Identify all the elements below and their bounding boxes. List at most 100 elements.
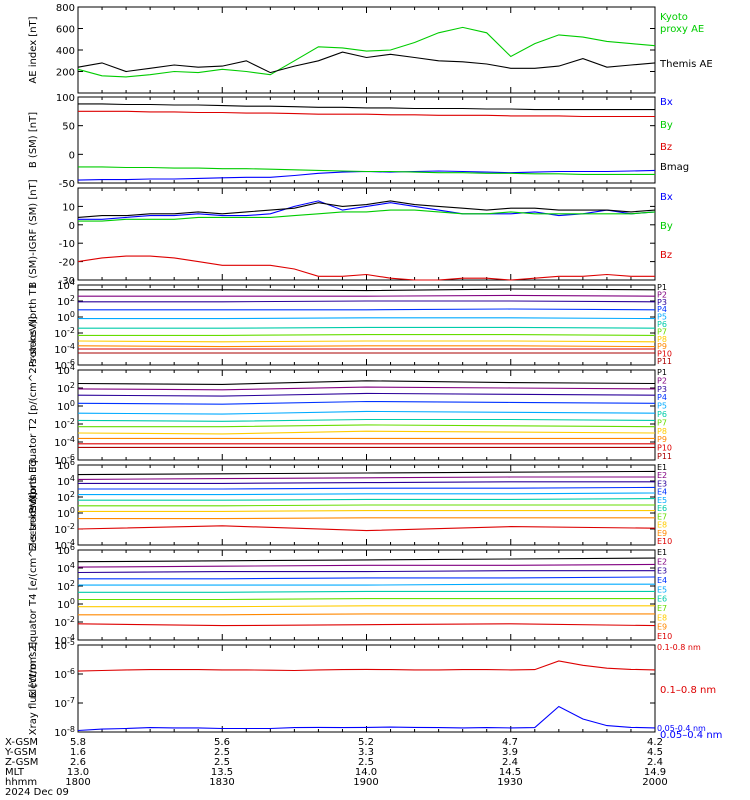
y-tick-label: 104 xyxy=(57,278,75,292)
footer-value: 4.2 xyxy=(647,737,663,748)
series-line-bx xyxy=(78,200,656,220)
y-tick-label: -10 xyxy=(59,239,75,250)
y-tick-label: 10-6 xyxy=(54,667,75,681)
legend-entry: E5 xyxy=(657,585,667,594)
y-tick-label: 104 xyxy=(57,561,75,575)
footer-value: 5.6 xyxy=(214,737,230,748)
y-tick-label: 10-6 xyxy=(54,453,75,467)
series-line-kyoto-proxy-ae xyxy=(77,26,656,78)
footer-row-label: MLT xyxy=(5,767,25,778)
y-tick-label: 106 xyxy=(57,458,75,472)
legend-entry: P6 xyxy=(657,320,667,329)
y-tick-label: -20 xyxy=(59,258,75,269)
footer-value: 1900 xyxy=(353,777,378,788)
y-tick-label: 102 xyxy=(57,294,75,308)
series-line-e9 xyxy=(78,517,655,520)
series-line-themis-ae xyxy=(77,51,656,74)
legend-entry: P11 xyxy=(657,452,672,461)
series-line-bmag xyxy=(77,200,656,218)
legend-label: By xyxy=(660,221,673,232)
legend-entry: E3 xyxy=(657,567,667,576)
footer-value: 2.5 xyxy=(358,757,374,768)
y-axis-label: B (SM)-IGRF (SM) [nT] xyxy=(28,179,39,288)
legend-entry: E8 xyxy=(657,613,667,622)
y-axis-label: Electrons North T3 xyxy=(28,458,39,551)
series-line-p2 xyxy=(77,386,656,391)
series-line-by xyxy=(78,166,655,175)
legend-label: Kyoto xyxy=(660,12,688,23)
legend-label: Bx xyxy=(660,192,673,203)
series-line-e5 xyxy=(78,492,656,496)
series-line-by xyxy=(78,209,656,222)
y-tick-label: 10-4 xyxy=(54,435,75,449)
series-line-p3 xyxy=(77,392,656,397)
footer-value: 5.2 xyxy=(358,737,374,748)
legend-label: Bmag xyxy=(660,162,689,173)
series-line-e7 xyxy=(78,598,655,601)
series-line-e5 xyxy=(78,583,655,586)
footer-value: 3.9 xyxy=(502,747,518,758)
footer-value: 1.6 xyxy=(70,747,86,758)
legend-entry: E5 xyxy=(657,496,667,505)
y-tick-label: 10-2 xyxy=(54,522,75,536)
series-line-e1 xyxy=(77,557,656,563)
panel-7: Electrons Equator T4 [e/(cm^2-s-sr-keV)]… xyxy=(28,492,672,698)
footer-value: 1930 xyxy=(497,777,522,788)
y-tick-label: 10-6 xyxy=(54,358,75,372)
legend-label: 0.05–0.4 nm xyxy=(660,730,722,741)
y-tick-label: 10-2 xyxy=(54,417,75,431)
legend-entry: E9 xyxy=(657,529,667,538)
series-line-p7 xyxy=(78,424,656,428)
legend-entry: P8 xyxy=(657,427,667,436)
footer-value: 2.4 xyxy=(647,757,663,768)
y-axis-label: Protons Equator T2 [p/(cm^2-s-sr-keV)] xyxy=(28,316,39,513)
panel-5: Protons Equator T2 [p/(cm^2-s-sr-keV)] P1… xyxy=(28,316,672,513)
legend-entry: P10 xyxy=(657,444,672,453)
series-line-e4 xyxy=(78,486,656,490)
legend-label: Bz xyxy=(660,142,672,153)
legend-entry: P4 xyxy=(657,393,667,402)
y-axis-label: Protons North T1 xyxy=(28,283,39,367)
legend-entry: P5 xyxy=(657,313,667,322)
legend-entry: P5 xyxy=(657,402,667,411)
y-tick-label: 100 xyxy=(57,506,75,520)
legend-label: Themis AE xyxy=(659,59,713,70)
y-tick-label: 600 xyxy=(56,25,75,36)
series-line-e10 xyxy=(77,623,656,627)
legend-label: Bz xyxy=(660,250,672,261)
legend-entry: P7 xyxy=(657,327,667,336)
series-line-e3 xyxy=(77,570,655,574)
legend-entry: E2 xyxy=(657,557,667,566)
y-axis-label: B (SM) [nT] xyxy=(28,112,39,168)
series-line-p2 xyxy=(78,294,656,297)
legend-entry: E6 xyxy=(657,504,667,513)
y-axis-label: AE index [nT] xyxy=(28,16,39,83)
y-tick-label: 10 xyxy=(62,202,75,213)
series-line-e2 xyxy=(77,476,655,480)
footer-value: 14.0 xyxy=(355,767,377,778)
series-line-e3 xyxy=(78,481,655,484)
series-line-p5 xyxy=(77,410,656,415)
series-line-0-05-0-4-nm xyxy=(77,705,656,732)
y-tick-label: 10-4 xyxy=(54,342,75,356)
series-line-p6 xyxy=(77,418,656,422)
legend-entry: E3 xyxy=(657,479,667,488)
y-tick-label: 10-2 xyxy=(54,615,75,629)
panel-frame xyxy=(77,644,656,733)
series-line-bz xyxy=(77,255,655,281)
series-line-bz xyxy=(78,110,655,118)
y-tick-label: 0 xyxy=(69,221,75,232)
series-line-p1 xyxy=(77,380,656,385)
y-axis-label: Electrons Equator T4 [e/(cm^2-s-sr-keV)] xyxy=(28,492,39,698)
legend-entry: P2 xyxy=(657,290,667,299)
footer-value: 2.6 xyxy=(70,757,86,768)
series-line-p5 xyxy=(78,317,656,320)
footer-row-label: X-GSM xyxy=(5,737,38,748)
legend-entry: E10 xyxy=(657,632,672,641)
legend-label: proxy AE xyxy=(660,24,704,35)
footer-value: 5.8 xyxy=(70,737,86,748)
ephemeris-footer: X-GSM 5.8 5.6 5.2 4.7 4.2Y-GSM 1.6 2.5 3.3 3.9 4.5… xyxy=(4,737,668,798)
series-line-0-1-0-8-nm xyxy=(77,660,656,672)
